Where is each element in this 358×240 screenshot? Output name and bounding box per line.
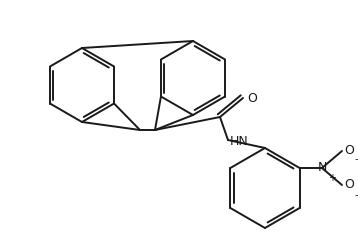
Text: -: - bbox=[354, 190, 358, 200]
Text: N: N bbox=[317, 162, 326, 174]
Text: HN: HN bbox=[230, 136, 249, 149]
Text: +: + bbox=[328, 173, 336, 183]
Text: O: O bbox=[344, 144, 354, 157]
Text: O: O bbox=[247, 91, 257, 104]
Text: -: - bbox=[354, 154, 358, 164]
Text: O: O bbox=[344, 179, 354, 192]
